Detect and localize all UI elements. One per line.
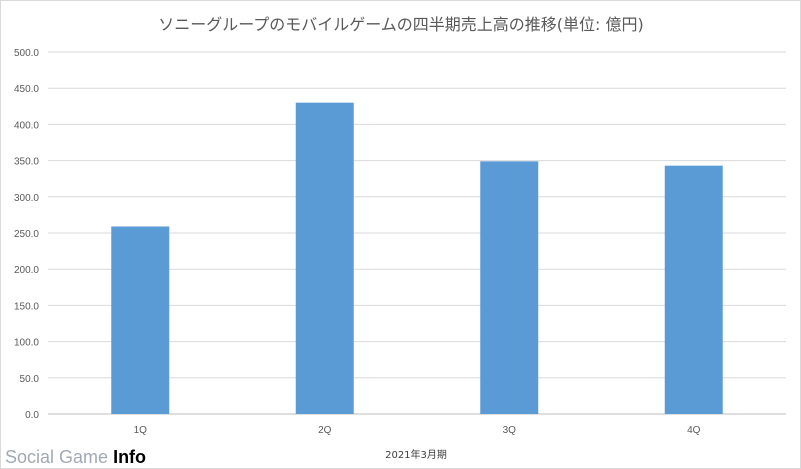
y-tick-label: 250.0 — [14, 229, 39, 240]
x-axis-title: 2021年3月期 — [385, 448, 447, 461]
y-axis-tick-labels: 0.0 50.0 100.0 150.0 200.0 250.0 300.0 350.0 400… — [14, 48, 39, 421]
bar-2q — [295, 102, 354, 415]
bar-3q — [480, 161, 539, 414]
y-tick-label: 450.0 — [14, 84, 39, 95]
chart-title: ソニーグループのモバイルゲームの四半期売上高の推移(単位: 億円) — [158, 15, 644, 34]
y-tick-label: 500.0 — [14, 48, 39, 59]
x-tick-label: 2Q — [318, 425, 332, 436]
watermark-text: Social Game — [5, 447, 109, 467]
y-tick-label: 200.0 — [14, 265, 39, 276]
x-tick-label: 4Q — [687, 425, 701, 436]
site-watermark-logo: Social Game Info — [5, 447, 146, 467]
y-tick-label: 0.0 — [25, 410, 39, 421]
x-axis-category-labels: 1Q 2Q 3Q 4Q — [134, 425, 701, 436]
watermark-text-bold: Info — [113, 447, 147, 467]
y-tick-label: 100.0 — [14, 338, 39, 349]
y-tick-label: 400.0 — [14, 120, 39, 131]
y-tick-label: 350.0 — [14, 157, 39, 168]
x-tick-label: 3Q — [503, 425, 517, 436]
bar-1q — [111, 226, 170, 414]
y-tick-label: 50.0 — [20, 374, 40, 385]
bar-4q — [664, 165, 723, 414]
y-tick-label: 300.0 — [14, 193, 39, 204]
x-tick-label: 1Q — [134, 425, 148, 436]
y-tick-label: 150.0 — [14, 301, 39, 312]
gridlines — [48, 51, 786, 415]
bar-series — [111, 102, 723, 415]
